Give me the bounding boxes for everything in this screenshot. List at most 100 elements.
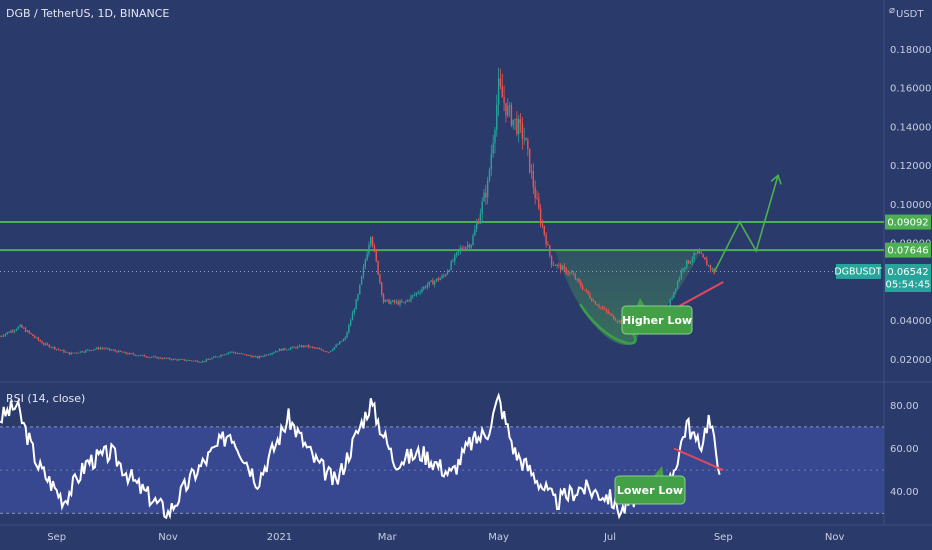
candle-body — [92, 349, 94, 351]
candle-body — [698, 250, 701, 254]
lower-low-trendline — [673, 447, 724, 472]
candle-body — [435, 278, 438, 282]
candle-body — [110, 349, 113, 351]
candle-body — [618, 320, 620, 323]
candle-body — [181, 359, 184, 361]
rsi-line — [0, 392, 721, 520]
candle-body — [530, 171, 533, 173]
candle-body — [247, 355, 250, 356]
candle-body — [234, 352, 237, 354]
candle-body — [291, 346, 293, 348]
candle-body — [139, 355, 142, 356]
candle-body — [550, 255, 553, 265]
candle-body — [258, 356, 261, 359]
candle-body — [443, 275, 445, 277]
candle-body — [156, 356, 158, 359]
candle-body — [709, 265, 712, 270]
candle-body — [523, 137, 525, 139]
candle-body — [264, 354, 266, 357]
candle-body — [136, 355, 138, 357]
rsi-title: RSI (14, close) — [6, 392, 85, 405]
candle-body — [307, 345, 310, 348]
candle-body — [476, 222, 478, 230]
candle-body — [297, 346, 299, 349]
candle-body — [401, 301, 403, 303]
candle-body — [589, 294, 591, 299]
candle-body — [485, 192, 487, 198]
candle-body — [346, 332, 348, 338]
candle-body — [130, 353, 133, 354]
price-axis-ticks: 0.180000.160000.140000.120000.100000.080… — [890, 45, 931, 366]
candle-body — [211, 357, 213, 360]
candle-body — [55, 348, 58, 350]
candle-body — [686, 260, 688, 268]
candle-body — [516, 118, 518, 135]
candle-body — [88, 349, 91, 351]
candle-body — [463, 249, 465, 250]
level-badge-lower-box — [885, 242, 931, 258]
candle-body — [238, 353, 240, 355]
candle-body — [331, 349, 334, 351]
candle-body — [611, 314, 613, 316]
candle-body — [79, 351, 82, 353]
candle-body — [306, 345, 308, 347]
candle-body — [340, 341, 343, 343]
candle-body — [39, 339, 41, 342]
candle-body — [490, 154, 493, 170]
candle-body — [348, 325, 350, 333]
candle-body — [149, 357, 151, 358]
price-pane[interactable] — [0, 0, 884, 382]
candle-body — [682, 268, 684, 271]
lower-low-callout[interactable]: Lower Low — [614, 466, 686, 505]
candle-body — [26, 330, 29, 332]
lower-low-box — [614, 475, 686, 505]
candle-body — [415, 292, 418, 295]
level-badge-lower: 0.07646 — [885, 242, 931, 258]
candle-body — [481, 201, 483, 215]
candle-body — [302, 345, 304, 348]
forecast-arrowhead — [770, 173, 782, 185]
candle-body — [183, 359, 186, 361]
countdown-text: 05:54:45 — [886, 279, 931, 290]
candle-body — [6, 332, 9, 334]
candle-body — [695, 253, 697, 254]
lower-low-label: Lower Low — [617, 484, 683, 497]
settings-icon[interactable]: ⌀ — [889, 5, 895, 16]
candle-body — [671, 297, 673, 300]
candle-body — [707, 265, 710, 267]
candle-body — [600, 307, 602, 308]
candle-body — [706, 259, 708, 266]
higher-low-box — [621, 305, 693, 335]
candle-body — [578, 278, 580, 282]
higher-low-callout[interactable]: Higher Low — [621, 298, 693, 335]
candle-body — [169, 357, 171, 360]
candle-body — [499, 78, 502, 87]
candle-body — [242, 353, 244, 355]
candle-body — [339, 341, 341, 345]
candle-body — [262, 356, 264, 358]
candle-body — [581, 286, 584, 290]
candle-body — [413, 294, 416, 296]
candle-body — [165, 357, 167, 359]
candle-body — [428, 281, 430, 286]
candle-body — [609, 313, 611, 315]
candle-body — [48, 344, 51, 348]
candle-body — [284, 348, 286, 350]
candle-body — [676, 281, 679, 289]
candle-body — [591, 298, 593, 302]
candle-body — [507, 105, 509, 116]
candle-body — [366, 253, 368, 261]
candle-body — [423, 286, 425, 290]
candle-body — [344, 337, 346, 340]
candle-body — [505, 102, 507, 116]
chart-title: DGB / TetherUS, 1D, BINANCE — [6, 7, 169, 20]
candle-body — [379, 274, 381, 283]
candle-body — [318, 348, 321, 350]
candle-body — [697, 250, 699, 254]
candle-body — [561, 266, 564, 271]
candle-body — [397, 301, 399, 305]
symbol-badge: DGBUSDT — [834, 263, 882, 279]
candle-body — [170, 359, 173, 361]
candle-body — [85, 350, 87, 352]
candle-body — [66, 351, 69, 353]
